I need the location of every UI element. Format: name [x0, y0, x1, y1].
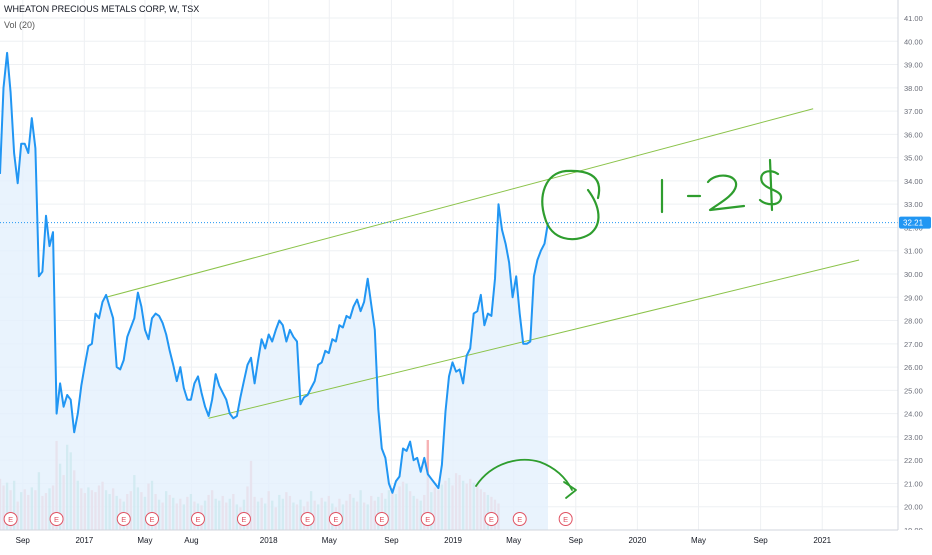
earnings-marker-label: E	[379, 515, 384, 524]
price-area-fill	[0, 52, 548, 531]
price-tick-label: 23.00	[904, 433, 923, 442]
price-tick-label: 21.00	[904, 479, 923, 488]
earnings-marker-label: E	[425, 515, 430, 524]
price-tick-label: 40.00	[904, 37, 923, 46]
time-tick-label: May	[322, 536, 337, 545]
price-axis-background	[898, 0, 932, 550]
current-price-value: 32.21	[903, 219, 924, 228]
earnings-marker[interactable]	[49, 512, 64, 526]
earnings-marker-label: E	[489, 515, 494, 524]
earnings-marker[interactable]	[512, 512, 527, 526]
price-tick-label: 26.00	[904, 363, 923, 372]
volume-arc-annotation[interactable]	[475, 458, 573, 491]
time-axis[interactable]: Sep 2017 May Aug 2018 May Sep 2019 May Sep 2020 May…	[0, 529, 932, 550]
price-tick-label: 39.00	[904, 61, 923, 70]
price-series	[0, 51, 549, 494]
time-tick-label: 2019	[444, 536, 462, 545]
earnings-marker[interactable]	[3, 512, 18, 526]
earnings-marker-label: E	[241, 515, 246, 524]
time-tick-label: Sep	[569, 536, 584, 545]
volume-arrow-head	[563, 481, 577, 499]
volume-indicator-label[interactable]: Vol (20)	[4, 20, 36, 30]
earnings-marker-label: E	[150, 515, 155, 524]
price-tick-label: 22.00	[904, 456, 923, 465]
earnings-marker-label: E	[517, 515, 522, 524]
earnings-marker[interactable]	[145, 512, 160, 526]
price-line	[0, 51, 549, 494]
trend-channel[interactable]	[105, 108, 860, 419]
earnings-marker[interactable]	[558, 512, 573, 526]
price-tick-label: 33.00	[904, 200, 923, 209]
price-tick-label: 27.00	[904, 340, 923, 349]
handwritten-dollar-sign	[758, 158, 783, 212]
symbol-title: WHEATON PRECIOUS METALS CORP, W, TSX	[4, 4, 200, 14]
time-tick-label: 2018	[260, 536, 278, 545]
price-tick-label: 25.00	[904, 386, 923, 395]
price-area	[0, 52, 548, 531]
price-tick-label: 24.00	[904, 410, 923, 419]
channel-lower-line[interactable]	[208, 259, 860, 419]
hand-drawn-annotations[interactable]: 1 - 2 $	[0, 0, 783, 499]
price-tick-label: 38.00	[904, 84, 923, 93]
price-tick-label: 41.00	[904, 14, 923, 23]
earnings-marker[interactable]	[190, 512, 205, 526]
price-tick-label: 36.00	[904, 130, 923, 139]
time-tick-label: 2017	[75, 536, 93, 545]
handwritten-digit-two	[706, 174, 746, 212]
time-tick-label: Sep	[16, 536, 31, 545]
price-tick-label: 30.00	[904, 270, 923, 279]
price-tick-label: 37.00	[904, 107, 923, 116]
earnings-marker[interactable]	[300, 512, 315, 526]
time-axis-background	[0, 530, 932, 550]
earnings-marker[interactable]	[484, 512, 499, 526]
price-tick-label: 20.00	[904, 503, 923, 512]
price-tick-label: 29.00	[904, 293, 923, 302]
current-price-badge	[899, 216, 931, 229]
earnings-marker[interactable]	[116, 512, 131, 526]
time-tick-label: 2021	[813, 536, 831, 545]
time-tick-label: May	[506, 536, 521, 545]
earnings-marker-label: E	[8, 515, 13, 524]
price-tick-label: 35.00	[904, 154, 923, 163]
target-circle-annotation[interactable]	[541, 169, 601, 241]
earnings-marker[interactable]	[236, 512, 251, 526]
price-tick-label: 34.00	[904, 177, 923, 186]
earnings-marker-label: E	[563, 515, 568, 524]
time-tick-label: Sep	[754, 536, 769, 545]
earnings-marker-label: E	[54, 515, 59, 524]
earnings-marker[interactable]	[420, 512, 435, 526]
time-tick-label: May	[691, 536, 706, 545]
earnings-marker-label: E	[121, 515, 126, 524]
earnings-marker-label: E	[195, 515, 200, 524]
earnings-marker[interactable]	[328, 512, 343, 526]
earnings-marker[interactable]	[374, 512, 389, 526]
price-tick-label: 31.00	[904, 247, 923, 256]
earnings-marker-label: E	[333, 515, 338, 524]
time-tick-label: Aug	[184, 536, 198, 545]
price-axis[interactable]: 41.00 40.00 39.00 38.00 37.00 36.00 35.00 34.00…	[897, 0, 932, 550]
channel-upper-line[interactable]	[105, 108, 814, 298]
time-tick-label: Sep	[384, 536, 399, 545]
time-tick-label: 2020	[628, 536, 646, 545]
earnings-marker-label: E	[305, 515, 310, 524]
time-tick-label: May	[137, 536, 152, 545]
chart-legend: WHEATON PRECIOUS METALS CORP, W, TSX Vol…	[4, 4, 199, 30]
price-tick-label: 28.00	[904, 317, 923, 326]
